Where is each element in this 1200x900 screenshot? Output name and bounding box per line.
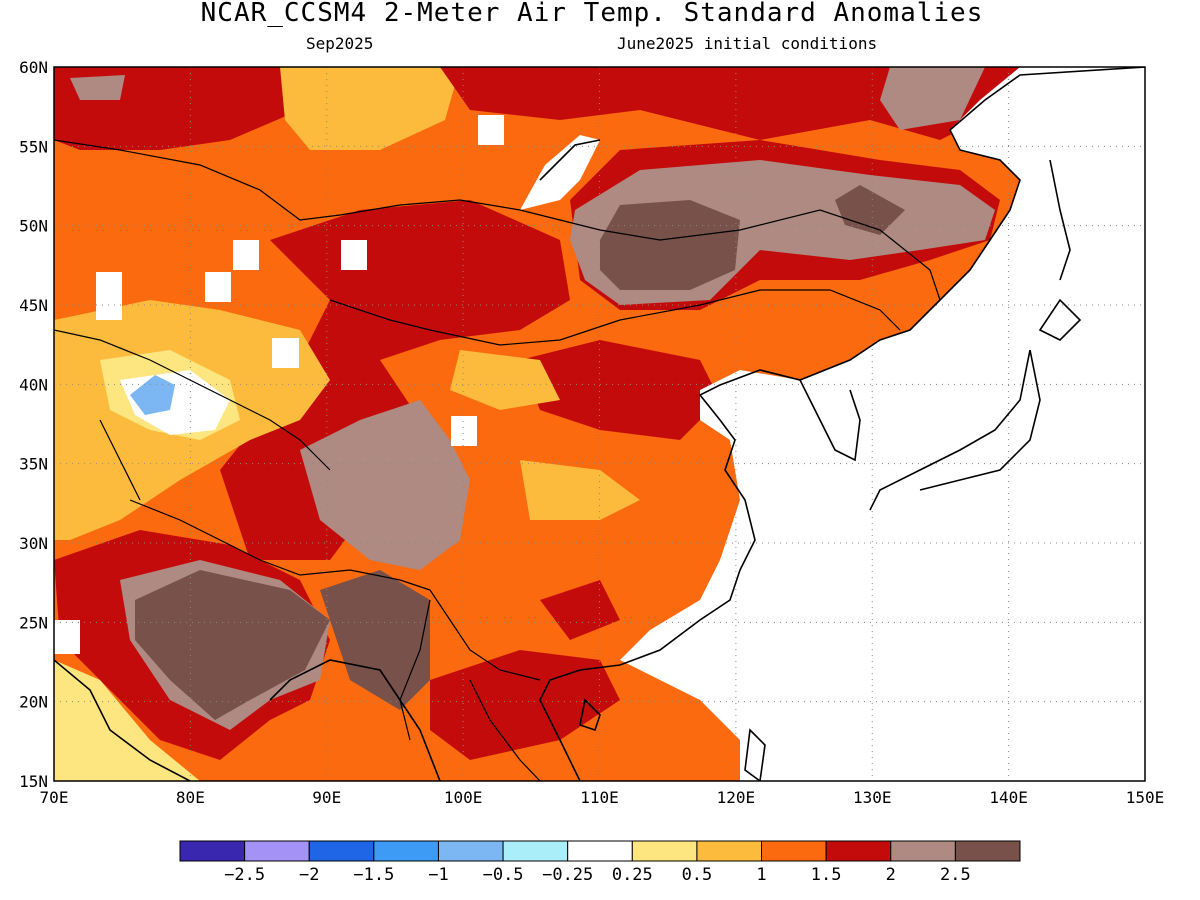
field-brown-tibet <box>300 400 470 570</box>
colorbar-swatch <box>308 840 375 862</box>
coastline-hokkaido <box>1038 298 1082 341</box>
colorbar-swatch <box>373 840 439 862</box>
coastline-hainan <box>579 698 601 732</box>
colorbar-label: 0.25 <box>612 865 653 885</box>
coastline-india-west <box>54 659 191 781</box>
mask-cell <box>54 620 80 654</box>
mask-baikal <box>520 135 600 210</box>
coastlines <box>54 67 1145 781</box>
lon-tick-label: 80E <box>176 788 205 807</box>
lat-tick-label: 30N <box>19 534 48 553</box>
lon-tick-label: 130E <box>853 788 892 807</box>
field-darkbrown-bangladesh <box>320 570 430 710</box>
coastline-east-asia <box>539 67 1145 781</box>
border-himalaya <box>129 499 431 591</box>
valid-month-label: Sep2025 <box>306 34 374 53</box>
colorbar-label: −0.25 <box>542 865 593 885</box>
coastline-bay-of-bengal <box>269 659 441 781</box>
colorbar-swatch <box>631 840 698 862</box>
coastline-japan-east <box>919 349 1041 491</box>
lon-tick-label: 140E <box>989 788 1028 807</box>
borders <box>54 139 941 781</box>
border-myanmar <box>399 599 431 741</box>
field-darkbrown-ne <box>835 185 905 235</box>
coastline-japan <box>869 349 1031 511</box>
mask-cell <box>96 272 122 320</box>
field-brown-nw <box>70 75 125 100</box>
lat-tick-label: 55N <box>19 137 48 156</box>
lon-tick-label: 90E <box>312 788 341 807</box>
field-yellow-central <box>520 460 640 520</box>
colorbar-swatch <box>179 840 246 862</box>
colorbar-label: 1 <box>756 865 766 885</box>
border-afghanistan <box>99 419 141 501</box>
border-mongolia-china <box>329 289 901 346</box>
field-darkbrown-india <box>135 570 330 720</box>
lat-tick-label: 20N <box>19 693 48 712</box>
field-red-indochina <box>430 650 620 760</box>
colorbar-swatch <box>244 840 310 862</box>
colorbar-label: 2 <box>886 865 896 885</box>
lat-tick-label: 50N <box>19 217 48 236</box>
colorbar-swatch <box>502 840 569 862</box>
colorbar-label: −0.5 <box>483 865 524 885</box>
colorbar-swatch <box>696 840 763 862</box>
colorbar-label: −2 <box>299 865 319 885</box>
colorbar-label: 0.5 <box>682 865 713 885</box>
latitude-labels: 60N 55N 50N 45N 40N 35N 30N 25N 20N 15N <box>19 58 48 791</box>
lat-tick-label: 35N <box>19 455 48 474</box>
field-yellow-gobi <box>450 350 560 410</box>
lat-tick-label: 60N <box>19 58 48 77</box>
lon-tick-label: 110E <box>580 788 619 807</box>
coastline-sakhalin <box>1049 159 1071 281</box>
colorbar-label: 2.5 <box>940 865 971 885</box>
lat-tick-label: 25N <box>19 613 48 632</box>
border-laos-vietnam <box>469 679 541 781</box>
colorbar: −2.5 −2 −1.5 −1 −0.5 −0.25 0.25 0.5 1 1.5 2 2.5 <box>179 840 1021 885</box>
field-red-mid <box>520 340 720 440</box>
colorbar-swatch <box>825 840 892 862</box>
colorbar-label: 1.5 <box>811 865 842 885</box>
colorbar-label: −2.5 <box>224 865 265 885</box>
lat-tick-label: 40N <box>19 375 48 394</box>
colorbar-swatch <box>890 840 956 862</box>
lon-tick-label: 100E <box>444 788 483 807</box>
coastline-baikal <box>539 139 601 181</box>
lat-tick-label: 45N <box>19 296 48 315</box>
mask-cell <box>451 416 477 446</box>
mask-cell <box>272 338 299 368</box>
colorbar-swatch <box>567 840 633 862</box>
colorbar-label: −1.5 <box>353 865 394 885</box>
map-frame <box>53 66 1146 782</box>
colorbar-swatch <box>761 840 827 862</box>
field-brown-ne <box>880 67 985 130</box>
map-title: NCAR_CCSM4 2-Meter Air Temp. Standard An… <box>200 0 984 28</box>
ocean-mask-korea-east <box>840 330 940 430</box>
field-blue-west <box>130 375 175 415</box>
field-yellow-n <box>280 67 460 150</box>
mask-cell <box>205 272 231 302</box>
lat-tick-label: 15N <box>19 772 48 791</box>
mask-cell <box>233 240 259 270</box>
field-darkbrown-mongolia <box>600 200 740 290</box>
longitude-labels: 70E 80E 90E 100E 110E 120E 130E 140E 150E <box>40 788 1165 807</box>
lon-tick-label: 150E <box>1126 788 1165 807</box>
lon-tick-label: 120E <box>717 788 756 807</box>
colorbar-swatch <box>437 840 504 862</box>
init-conditions-label: June2025 initial conditions <box>617 34 878 53</box>
colorbar-swatch <box>954 840 1021 862</box>
mask-cell <box>341 240 367 270</box>
lon-tick-label: 70E <box>40 788 69 807</box>
coastline-taiwan <box>744 728 766 781</box>
field-red-north <box>440 67 1020 140</box>
coastline-korea <box>799 379 861 462</box>
colorbar-label: −1 <box>428 865 448 885</box>
border-central-asia <box>54 329 331 471</box>
border-russia-south <box>54 139 941 301</box>
border-southeast-asia <box>429 589 541 681</box>
mask-cell <box>478 115 504 145</box>
anomaly-field <box>54 67 1145 781</box>
